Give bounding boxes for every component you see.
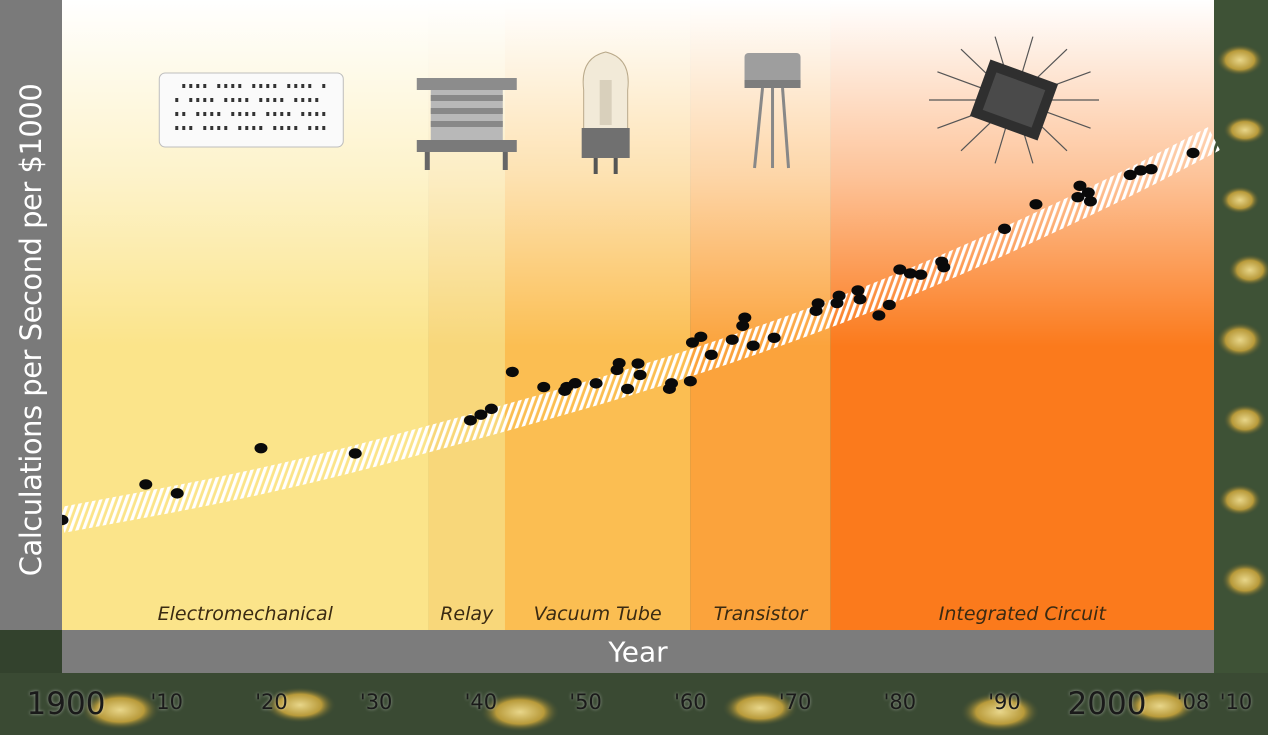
data-point-13	[589, 378, 603, 389]
era-label-2: Vacuum Tube	[533, 603, 662, 625]
era-label-3: Transistor	[713, 603, 808, 625]
data-point-20	[665, 378, 679, 389]
data-point-45	[1071, 192, 1085, 203]
data-point-18	[633, 369, 647, 381]
data-point-34	[851, 285, 865, 296]
punched-card-icon	[158, 72, 344, 148]
data-point-24	[704, 349, 718, 361]
x-tick-label-9: '90	[988, 690, 1021, 714]
data-point-21	[683, 376, 697, 387]
data-point-23	[694, 331, 708, 343]
data-point-2	[170, 488, 184, 499]
data-point-3	[254, 442, 268, 454]
data-point-38	[893, 264, 907, 275]
x-tick-label-3: '30	[359, 690, 393, 714]
data-point-44	[1029, 199, 1043, 210]
x-axis-title-bar: Year	[62, 630, 1214, 673]
data-point-33	[832, 290, 846, 302]
data-point-25	[725, 334, 739, 345]
integrated-circuit-icon	[929, 36, 1099, 164]
data-point-47	[1081, 187, 1095, 198]
data-point-17	[631, 358, 645, 369]
data-point-42	[937, 261, 951, 273]
x-tick-label-10: 2000	[1067, 686, 1147, 722]
data-point-6	[474, 409, 488, 420]
relay-icon	[416, 78, 517, 170]
data-point-16	[621, 383, 635, 395]
x-tick-label-4: '40	[464, 690, 498, 714]
x-axis-title: Year	[608, 635, 668, 668]
data-point-37	[882, 299, 896, 311]
x-tick-label-6: '60	[674, 690, 707, 714]
data-point-48	[1083, 196, 1097, 207]
data-point-8	[505, 366, 519, 378]
era-label-0: Electromechanical	[157, 603, 333, 625]
data-point-49	[1123, 169, 1137, 181]
transistor-icon	[744, 53, 801, 169]
data-point-46	[1073, 180, 1087, 192]
data-point-5	[463, 415, 477, 426]
x-tick-label-8: '80	[883, 690, 917, 714]
vacuum-tube-icon	[581, 51, 630, 174]
data-point-31	[811, 298, 825, 309]
data-point-51	[1144, 163, 1158, 175]
data-point-12	[568, 378, 582, 389]
era-label-4: Integrated Circuit	[938, 603, 1106, 625]
data-point-39	[903, 268, 917, 279]
y-axis-title: Calculations per Second per $1000	[14, 83, 48, 577]
x-tick-label-7: '70	[778, 690, 812, 714]
x-tick-label-11: '08	[1176, 690, 1210, 714]
x-tick-label-5: '50	[569, 690, 602, 714]
data-point-43	[998, 223, 1012, 235]
trend-band	[59, 127, 1223, 533]
data-point-4	[348, 448, 362, 459]
data-point-36	[872, 310, 886, 321]
data-point-40	[914, 269, 928, 280]
data-point-52	[1186, 147, 1200, 159]
data-point-50	[1134, 165, 1148, 176]
x-tick-label-1: '10	[150, 690, 183, 714]
data-point-1	[139, 479, 153, 490]
data-point-27	[738, 312, 752, 323]
data-point-9	[537, 381, 551, 393]
data-point-26	[736, 320, 750, 331]
data-point-15	[612, 357, 626, 369]
data-point-29	[767, 332, 781, 343]
x-tick-label-2: '20	[255, 690, 288, 714]
data-point-35	[853, 294, 867, 305]
data-point-28	[746, 340, 760, 351]
data-point-7	[484, 403, 498, 415]
x-tick-label-12: '10	[1219, 690, 1253, 714]
y-axis-title-bar: Calculations per Second per $1000	[0, 0, 62, 630]
x-tick-label-0: 1900	[26, 686, 106, 722]
era-label-1: Relay	[440, 603, 494, 625]
